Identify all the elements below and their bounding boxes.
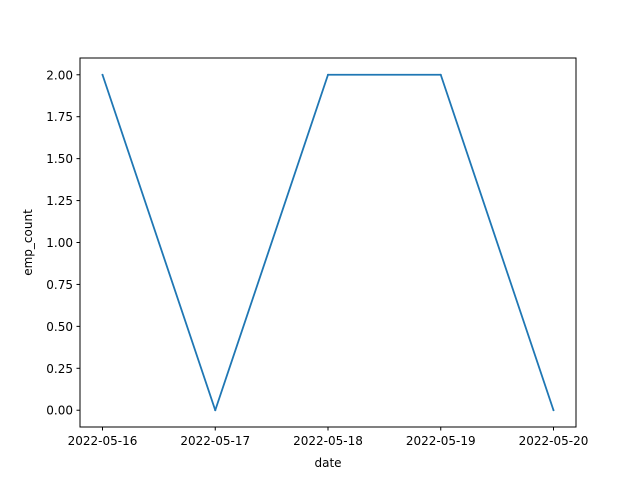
y-tick-label: 0.00 (46, 404, 73, 418)
y-axis-label: emp_count (21, 209, 35, 276)
y-axis-ticks: 0.00 0.25 0.50 0.75 1.00 1.25 1.50 1.75 2.00 (46, 68, 80, 418)
y-tick-label: 0.25 (46, 362, 73, 376)
x-tick-label: 2022-05-20 (519, 434, 589, 448)
y-tick-label: 0.75 (46, 278, 73, 292)
x-tick-label: 2022-05-18 (293, 434, 363, 448)
x-tick-label: 2022-05-19 (406, 434, 476, 448)
series-line-group (101, 73, 555, 412)
series-line-segment (439, 73, 555, 412)
series-line-segment (214, 73, 329, 412)
plot-frame (79, 57, 577, 428)
y-tick-label: 0.50 (46, 320, 73, 334)
series-line-segment (101, 73, 217, 412)
y-tick-label: 1.75 (46, 110, 73, 124)
y-tick-label: 1.50 (46, 152, 73, 166)
data-point (214, 409, 217, 412)
series-layer (101, 73, 555, 412)
x-tick-label: 2022-05-17 (180, 434, 250, 448)
data-point (552, 409, 555, 412)
data-point (327, 73, 329, 76)
data-point (439, 73, 442, 76)
data-point (101, 73, 104, 76)
x-tick-label: 2022-05-16 (68, 434, 138, 448)
y-tick-label: 1.00 (46, 236, 73, 250)
y-tick-label: 2.00 (46, 68, 73, 82)
x-axis-ticks: 2022-05-16 2022-05-17 2022-05-18 2022-05-19… (68, 427, 589, 448)
x-axis-label: date (314, 456, 341, 470)
plot-area (80, 58, 576, 427)
y-tick-label: 1.25 (46, 194, 73, 208)
